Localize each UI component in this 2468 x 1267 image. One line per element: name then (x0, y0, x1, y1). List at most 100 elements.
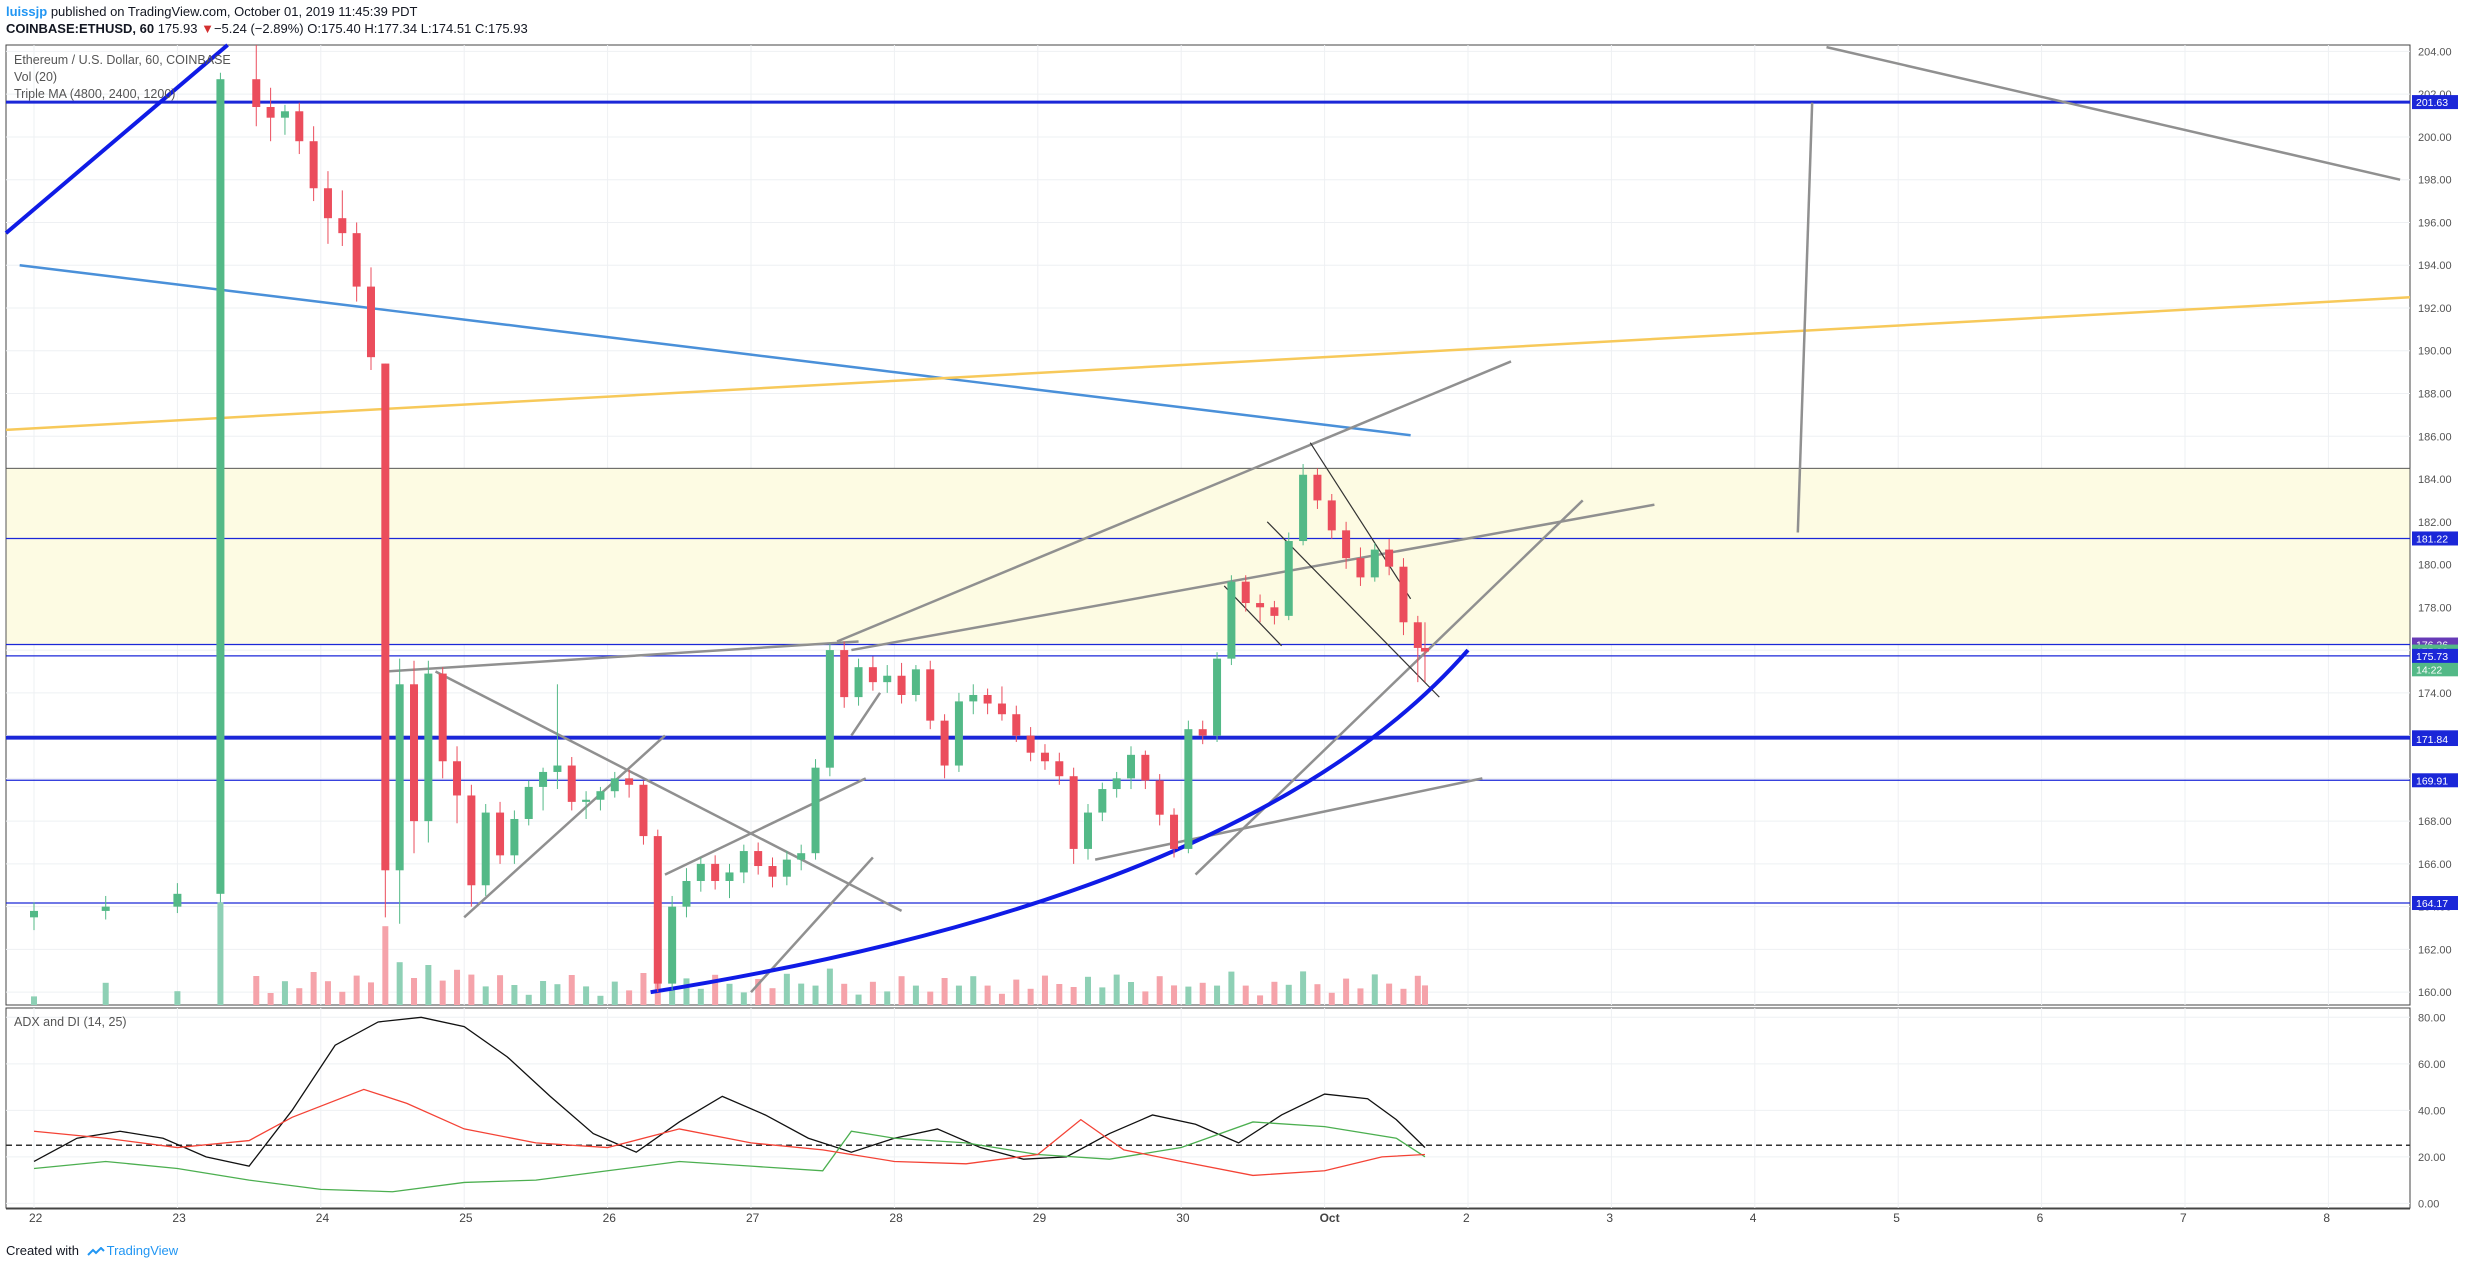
adx-tick-label: 20.00 (2418, 1152, 2446, 1164)
volume-bar (1041, 975, 1048, 1005)
volume-bar (1271, 981, 1278, 1005)
volume-bar (482, 986, 489, 1005)
volume-bar (511, 985, 518, 1005)
last-price: 175.93 (157, 21, 198, 36)
volume-bar (740, 992, 747, 1005)
volume-bar (425, 965, 432, 1005)
volume-bar (174, 991, 181, 1005)
adx-tick-label: 0.00 (2418, 1198, 2439, 1210)
footer-created: Created with (6, 1243, 79, 1258)
volume-bar (855, 994, 862, 1005)
high-value: 177.34 (377, 21, 418, 36)
volume-bar (1386, 983, 1393, 1005)
candle-body (381, 363, 390, 871)
candle-body (983, 694, 992, 704)
volume-bar (1027, 988, 1034, 1005)
volume-bar (826, 968, 833, 1005)
candle-body (1069, 776, 1078, 849)
volume-bar (898, 976, 905, 1005)
volume-bar (324, 981, 331, 1005)
chart-header: luissjp published on TradingView.com, Oc… (0, 0, 2468, 40)
candle-body (696, 863, 705, 881)
volume-bar (984, 985, 991, 1005)
candle-body (567, 765, 576, 802)
volume-bar (253, 976, 260, 1005)
candle-body (539, 771, 548, 787)
candle-body (768, 866, 777, 877)
author-link[interactable]: luissjp (6, 4, 48, 19)
adx-tick-label: 40.00 (2418, 1105, 2446, 1117)
price-label-box (2412, 95, 2458, 110)
candle-body (553, 765, 562, 772)
x-tick-label: 5 (1893, 1211, 1900, 1225)
publish-info: luissjp published on TradingView.com, Oc… (6, 4, 417, 19)
x-tick-label: 7 (2180, 1211, 2187, 1225)
price-tick-label: 180.00 (2418, 560, 2452, 572)
volume-bar (712, 974, 719, 1005)
price-tick-label: 160.00 (2418, 987, 2452, 999)
volume-bar (1185, 986, 1192, 1005)
trendline (1796, 102, 1814, 533)
candle-body (1012, 714, 1021, 736)
candle-body (811, 767, 820, 854)
volume-bar (1414, 975, 1421, 1005)
x-tick-label: 23 (172, 1211, 186, 1225)
candle-body (30, 910, 38, 918)
volume-bar (1257, 995, 1264, 1005)
trendline (385, 640, 859, 673)
volume-bar (296, 988, 303, 1005)
candle-body (101, 906, 110, 911)
x-tick-label: 29 (1033, 1211, 1047, 1225)
volume-bar (454, 969, 461, 1005)
x-tick-label: 26 (603, 1211, 617, 1225)
candle-body (1256, 603, 1265, 608)
candle-body (1141, 754, 1150, 781)
volume-bar (1013, 979, 1020, 1005)
price-tick-label: 162.00 (2418, 944, 2452, 956)
price-tick-label: 188.00 (2418, 389, 2452, 401)
candle-body (868, 667, 877, 683)
volume-bar (1314, 984, 1321, 1005)
trendline (434, 670, 903, 913)
blue-trendline (4, 43, 229, 235)
volume-bar (1328, 992, 1335, 1005)
price-tick-label: 194.00 (2418, 260, 2452, 272)
candle-body (1342, 530, 1351, 559)
candle-body (410, 684, 419, 822)
candle-body (1420, 647, 1429, 652)
price-tick-label: 196.00 (2418, 217, 2452, 229)
candle-body (969, 694, 978, 702)
adx-tick-label: 80.00 (2418, 1012, 2446, 1024)
volume-bar (568, 975, 575, 1005)
chart-canvas[interactable]: 204.00202.00200.00198.00196.00194.00192.… (0, 0, 2468, 1240)
candle-body (496, 812, 505, 856)
price-label-text: 14:22 (2416, 664, 2442, 676)
volume-bar (1084, 976, 1091, 1005)
close-value: 175.93 (487, 21, 528, 36)
volume-bar (1400, 988, 1407, 1005)
high-label: H: (364, 21, 378, 36)
ohlc-row: COINBASE:ETHUSD, 60 175.93 ▼−5.24 (−2.89… (6, 21, 528, 36)
footer-brand-link[interactable]: TradingView (106, 1243, 179, 1258)
candle-body (510, 818, 519, 856)
trendline (850, 692, 882, 737)
volume-bar (267, 993, 274, 1005)
volume-bar (281, 981, 288, 1005)
curved-support-line (650, 648, 1470, 995)
volume-bar (1142, 991, 1149, 1005)
price-label-box (2412, 662, 2458, 677)
candle-body (940, 720, 949, 766)
candle-body (1040, 752, 1049, 762)
candle-body (1370, 549, 1379, 578)
volume-bar (497, 975, 504, 1005)
candle-body (1327, 500, 1336, 531)
volume-bar (841, 983, 848, 1005)
volume-bar (970, 976, 977, 1005)
channel-line (1309, 442, 1412, 600)
price-tick-label: 190.00 (2418, 346, 2452, 358)
adx-series-2 (33, 1088, 1426, 1177)
candle-body (295, 111, 304, 142)
volume-bar (869, 981, 876, 1005)
x-tick-label: 28 (889, 1211, 903, 1225)
candle-body (926, 669, 935, 721)
